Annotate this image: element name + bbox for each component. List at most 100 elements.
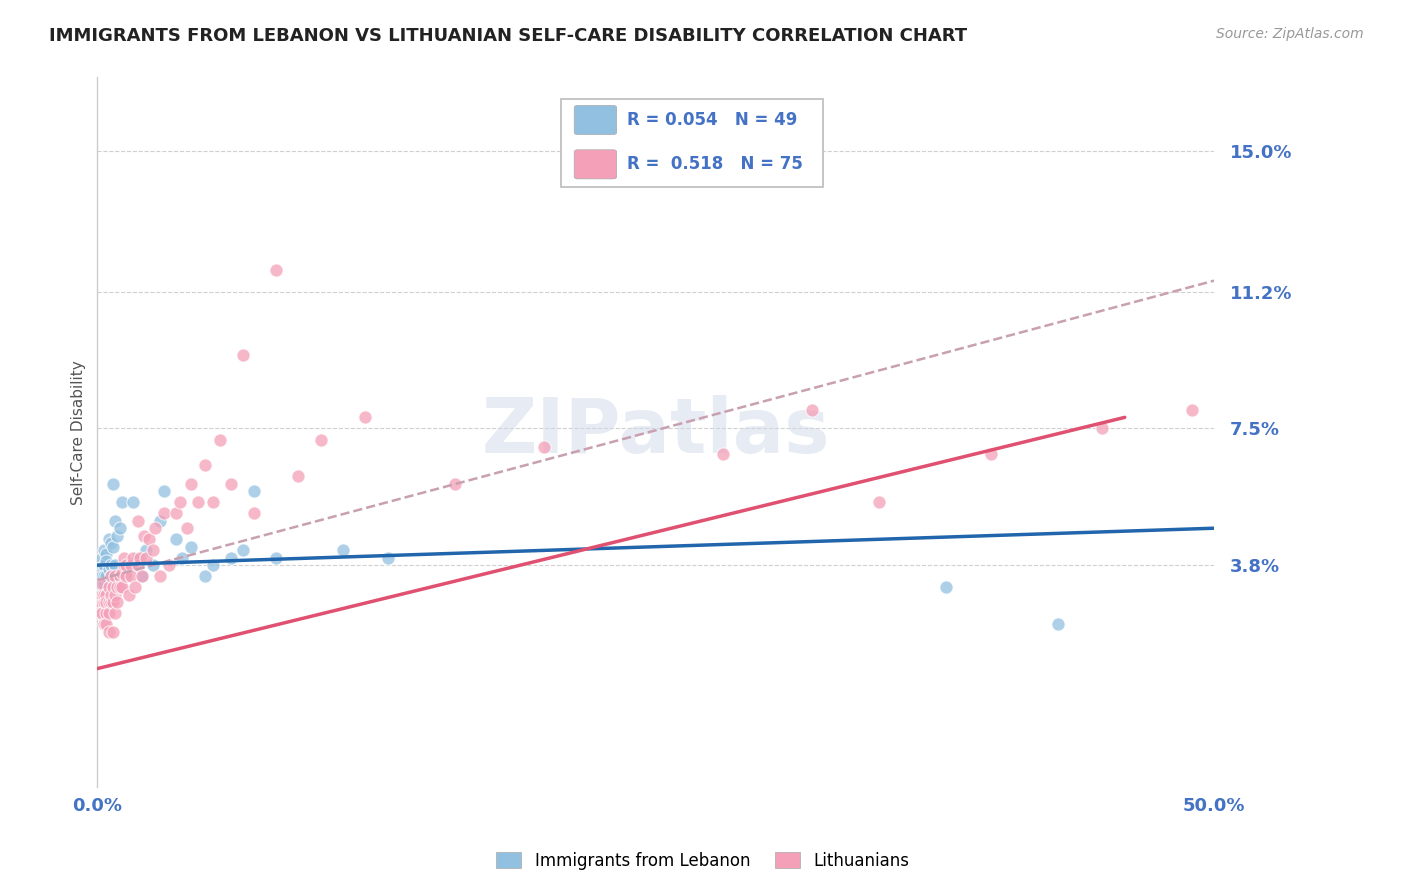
FancyBboxPatch shape [574, 150, 617, 179]
Point [264, 550, 287, 565]
Point [100, 595, 122, 609]
Point [97, 606, 120, 620]
Point [443, 476, 465, 491]
Point [231, 543, 253, 558]
Point [332, 543, 354, 558]
Point [868, 495, 890, 509]
Point [93, 558, 115, 573]
Point [107, 580, 129, 594]
Point [176, 521, 198, 535]
Point [96, 588, 118, 602]
Point [115, 569, 138, 583]
Point [90, 569, 112, 583]
Point [101, 580, 124, 594]
Point [104, 606, 127, 620]
Point [377, 550, 399, 565]
Text: Source: ZipAtlas.com: Source: ZipAtlas.com [1216, 27, 1364, 41]
Point [1091, 421, 1114, 435]
Point [242, 507, 264, 521]
Point [101, 624, 124, 639]
Point [127, 514, 149, 528]
Point [96, 595, 118, 609]
Point [127, 550, 149, 565]
Point [127, 558, 149, 573]
Point [93, 569, 115, 583]
Point [122, 495, 145, 509]
Point [138, 533, 160, 547]
Point [135, 550, 157, 565]
Point [97, 595, 120, 609]
Point [104, 588, 127, 602]
Point [101, 540, 124, 554]
Point [111, 495, 134, 509]
Point [142, 543, 165, 558]
Point [89, 606, 111, 620]
Point [128, 550, 150, 565]
Point [97, 533, 120, 547]
Point [165, 507, 187, 521]
Point [108, 569, 131, 583]
Point [96, 547, 118, 561]
Point [112, 550, 135, 565]
Point [193, 458, 215, 473]
Point [97, 580, 120, 594]
Point [93, 617, 115, 632]
Point [93, 588, 115, 602]
Point [100, 588, 122, 602]
Point [221, 550, 243, 565]
Point [100, 558, 122, 573]
Point [122, 550, 145, 565]
Point [97, 562, 120, 576]
Point [187, 495, 209, 509]
Point [89, 576, 111, 591]
FancyBboxPatch shape [574, 105, 617, 135]
Point [96, 554, 118, 568]
Point [107, 528, 129, 542]
Point [101, 476, 124, 491]
Point [108, 580, 131, 594]
Point [169, 495, 191, 509]
Point [242, 484, 264, 499]
Point [145, 521, 167, 535]
Point [90, 576, 112, 591]
Point [108, 569, 131, 583]
Point [120, 569, 142, 583]
Point [93, 543, 115, 558]
Point [149, 514, 172, 528]
Point [153, 507, 176, 521]
FancyBboxPatch shape [561, 99, 824, 187]
Point [1181, 403, 1204, 417]
Point [100, 536, 122, 550]
Point [112, 566, 135, 580]
Point [935, 580, 957, 594]
Point [980, 447, 1002, 461]
Point [96, 606, 118, 620]
Point [209, 433, 232, 447]
Point [111, 566, 134, 580]
Point [801, 403, 824, 417]
Point [104, 558, 127, 573]
Point [202, 558, 225, 573]
Point [231, 347, 253, 361]
Point [120, 558, 142, 573]
Text: R = 0.054   N = 49: R = 0.054 N = 49 [627, 111, 797, 129]
Point [90, 550, 112, 565]
Point [96, 617, 118, 632]
Point [180, 476, 202, 491]
Point [1046, 617, 1069, 632]
Point [180, 540, 202, 554]
Point [104, 514, 127, 528]
Point [101, 595, 124, 609]
Point [172, 550, 194, 565]
Point [89, 595, 111, 609]
Point [115, 566, 138, 580]
Point [142, 558, 165, 573]
Point [90, 566, 112, 580]
Point [112, 558, 135, 573]
Point [309, 433, 332, 447]
Point [153, 484, 176, 499]
Text: IMMIGRANTS FROM LEBANON VS LITHUANIAN SELF-CARE DISABILITY CORRELATION CHART: IMMIGRANTS FROM LEBANON VS LITHUANIAN SE… [49, 27, 967, 45]
Point [287, 469, 309, 483]
Point [96, 569, 118, 583]
Point [97, 580, 120, 594]
